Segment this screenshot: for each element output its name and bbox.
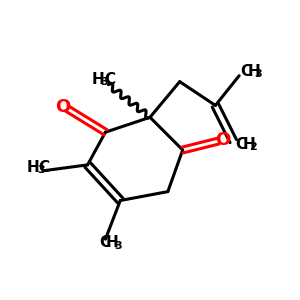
Text: 3: 3 — [100, 77, 108, 87]
Text: 3: 3 — [254, 69, 262, 79]
Text: H: H — [242, 136, 255, 152]
Text: O: O — [55, 98, 70, 116]
Text: 3: 3 — [115, 241, 122, 251]
Text: H: H — [248, 64, 260, 79]
Text: H: H — [106, 235, 118, 250]
Text: C: C — [104, 72, 116, 87]
Text: H: H — [27, 160, 39, 175]
Text: C: C — [241, 64, 252, 79]
Text: 3: 3 — [38, 165, 45, 175]
Text: O: O — [215, 130, 230, 148]
Text: C: C — [38, 160, 50, 175]
Text: C: C — [236, 136, 247, 152]
Text: H: H — [92, 72, 105, 87]
Text: 2: 2 — [249, 142, 256, 152]
Text: C: C — [99, 235, 110, 250]
